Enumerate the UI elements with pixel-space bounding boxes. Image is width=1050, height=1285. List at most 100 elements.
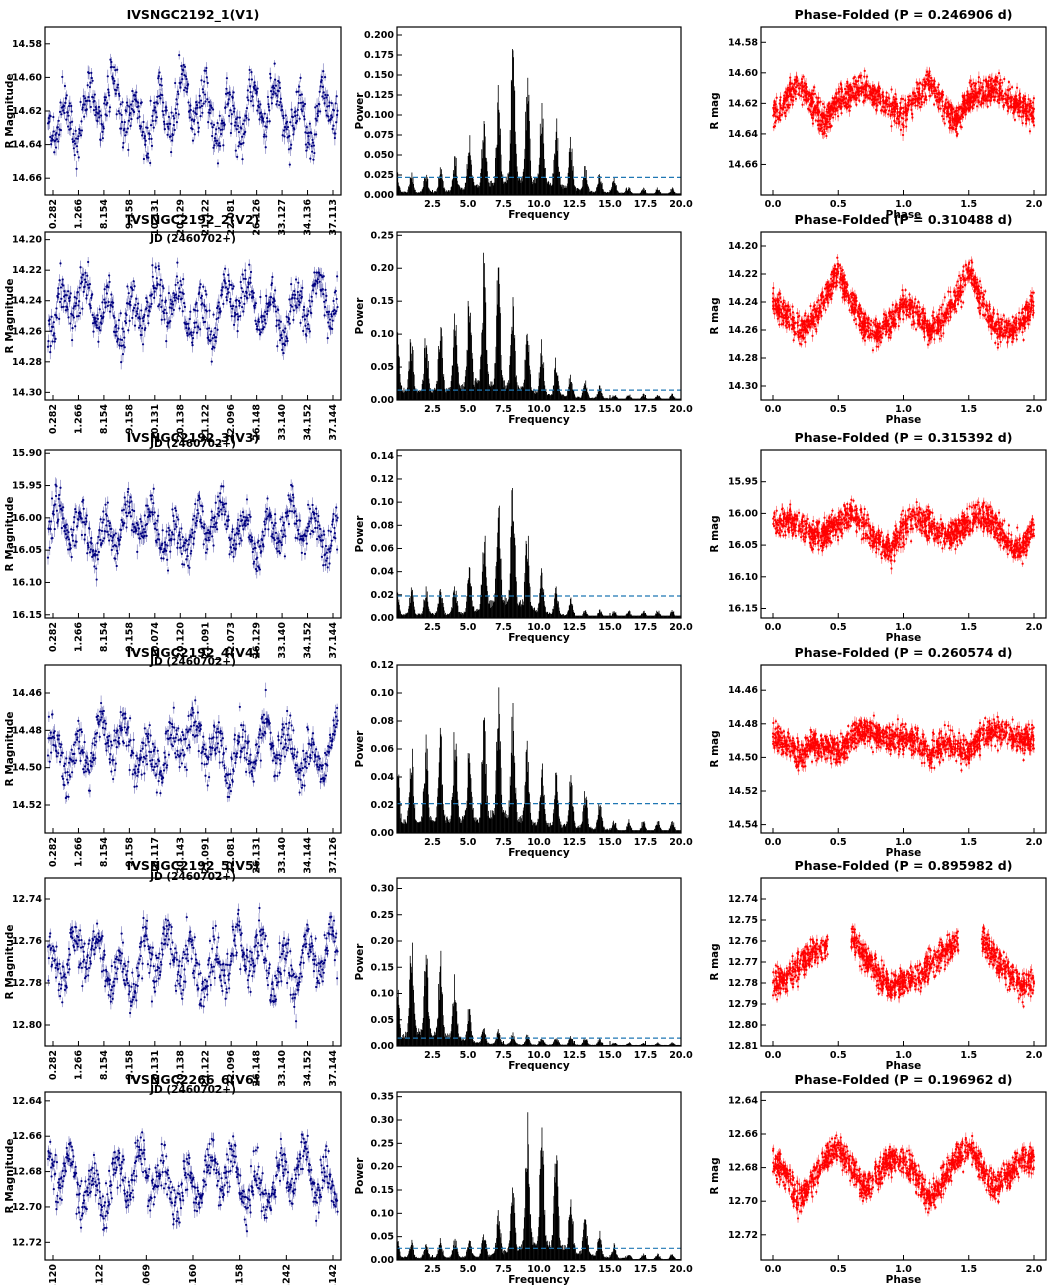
lightcurve-point bbox=[169, 123, 171, 125]
lightcurve-point bbox=[266, 117, 268, 119]
phase-point bbox=[873, 103, 875, 105]
phase-point bbox=[978, 76, 980, 78]
phase-point bbox=[773, 126, 775, 128]
lightcurve-point bbox=[180, 65, 182, 67]
phase-point bbox=[886, 92, 888, 94]
phase-point bbox=[781, 114, 783, 116]
phase-ytick-label: 14.62 bbox=[728, 98, 758, 109]
phase-point bbox=[862, 101, 864, 103]
phase-point bbox=[856, 91, 858, 93]
phase-xtick-label: 0.0 bbox=[765, 199, 782, 210]
phase-point bbox=[812, 90, 814, 92]
phase-point bbox=[1026, 115, 1028, 117]
lightcurve-point bbox=[153, 127, 155, 129]
phase-point bbox=[801, 85, 803, 87]
lightcurve-point bbox=[77, 138, 79, 140]
lightcurve-point bbox=[75, 130, 77, 132]
phase-point bbox=[1004, 92, 1006, 94]
lightcurve-point bbox=[303, 118, 305, 120]
lightcurve-point bbox=[112, 302, 114, 304]
lightcurve-point bbox=[249, 91, 251, 93]
lightcurve-point bbox=[241, 158, 243, 160]
phase-point bbox=[922, 84, 924, 86]
lightcurve-ylabel: R Magnitude bbox=[4, 74, 16, 149]
lightcurve-point bbox=[228, 115, 230, 117]
phase-point bbox=[779, 99, 781, 101]
lightcurve-point bbox=[102, 316, 104, 318]
lightcurve-point bbox=[249, 69, 251, 71]
lightcurve-point bbox=[58, 134, 60, 136]
lightcurve-point bbox=[161, 94, 163, 96]
phase-point bbox=[843, 96, 845, 98]
phase-point bbox=[943, 118, 945, 120]
phase-point bbox=[869, 85, 871, 87]
lightcurve-point bbox=[247, 89, 249, 91]
phase-point bbox=[900, 98, 902, 100]
lightcurve-point bbox=[270, 97, 272, 99]
lightcurve-point bbox=[290, 147, 292, 149]
lightcurve-point bbox=[305, 143, 307, 145]
lightcurve-point bbox=[237, 125, 239, 127]
phase-point bbox=[824, 132, 826, 134]
lightcurve-point bbox=[226, 77, 228, 79]
phase-point bbox=[894, 113, 896, 115]
phase-point bbox=[779, 96, 781, 98]
phase-point bbox=[907, 104, 909, 106]
lightcurve-point bbox=[54, 338, 56, 340]
lightcurve-point bbox=[207, 82, 209, 84]
lightcurve-point bbox=[77, 291, 79, 293]
phase-point bbox=[847, 106, 849, 108]
lightcurve-point bbox=[154, 120, 156, 122]
phase-point bbox=[884, 109, 886, 111]
lightcurve-point bbox=[161, 84, 163, 86]
periodogram-ytick-label: 0.175 bbox=[364, 50, 394, 61]
lightcurve-point bbox=[86, 100, 88, 102]
lightcurve-point bbox=[59, 279, 61, 281]
lightcurve-point bbox=[286, 128, 288, 130]
phase-point bbox=[902, 113, 904, 115]
lightcurve-point bbox=[56, 138, 58, 140]
lightcurve-point bbox=[273, 87, 275, 89]
lightcurve-point bbox=[70, 128, 72, 130]
phase-point bbox=[999, 94, 1001, 96]
lightcurve-point bbox=[217, 162, 219, 164]
lightcurve-point bbox=[219, 145, 221, 147]
phase-point bbox=[985, 94, 987, 96]
phase-point bbox=[791, 87, 793, 89]
lightcurve-point bbox=[122, 146, 124, 148]
phase-point bbox=[894, 110, 896, 112]
lightcurve-point bbox=[131, 90, 133, 92]
lightcurve-point bbox=[328, 105, 330, 107]
phase-point bbox=[971, 105, 973, 107]
lightcurve-point bbox=[108, 274, 110, 276]
periodogram-xtick-label: 20.0 bbox=[669, 199, 693, 210]
lightcurve-point bbox=[69, 102, 71, 104]
lightcurve-point bbox=[80, 120, 82, 122]
lightcurve-point bbox=[110, 61, 112, 63]
lightcurve-point bbox=[250, 100, 252, 102]
phase-point bbox=[899, 107, 901, 109]
lightcurve-point bbox=[97, 341, 99, 343]
phase-point bbox=[778, 118, 780, 120]
lightcurve-point bbox=[154, 109, 156, 111]
lightcurve-point bbox=[150, 124, 152, 126]
phase-point bbox=[933, 103, 935, 105]
lightcurve-point bbox=[67, 316, 69, 318]
lightcurve-point bbox=[323, 97, 325, 99]
phase-point bbox=[796, 77, 798, 79]
lightcurve-point bbox=[99, 110, 101, 112]
phase-point bbox=[855, 104, 857, 106]
periodogram-ytick-label: 0.050 bbox=[364, 150, 394, 161]
lightcurve-point bbox=[147, 157, 149, 159]
lightcurve-point bbox=[79, 287, 81, 289]
phase-point bbox=[961, 113, 963, 115]
phase-point bbox=[993, 80, 995, 82]
lightcurve-point bbox=[311, 151, 313, 153]
phase-point bbox=[1011, 86, 1013, 88]
lightcurve-point bbox=[206, 98, 208, 100]
phase-point bbox=[875, 90, 877, 92]
phase-point bbox=[1009, 101, 1011, 103]
lightcurve-point bbox=[252, 105, 254, 107]
phase-point bbox=[849, 84, 851, 86]
lightcurve-point bbox=[313, 144, 315, 146]
